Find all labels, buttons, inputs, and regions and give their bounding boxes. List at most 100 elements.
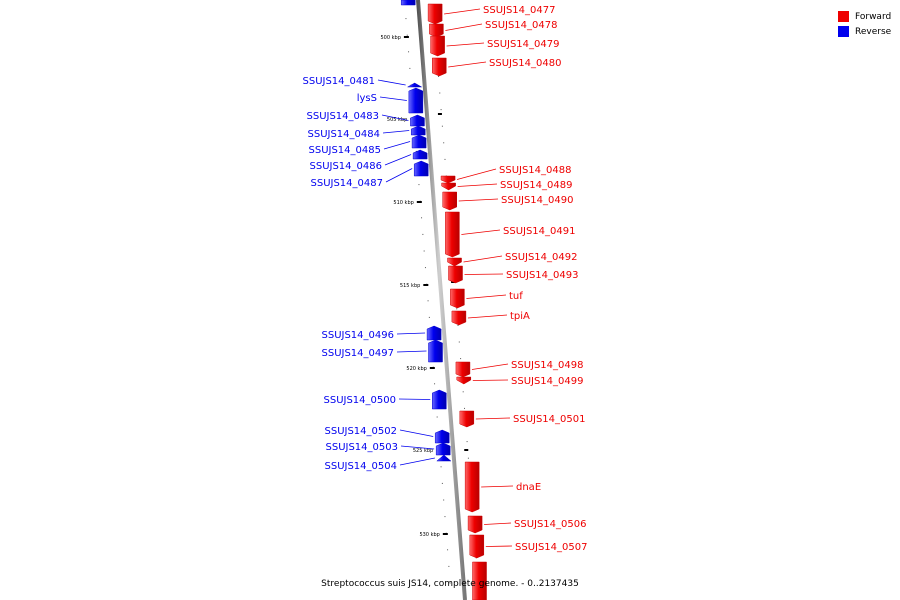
forward-gene-label[interactable]: SSUJS14_0506: [514, 519, 587, 530]
forward-gene-label[interactable]: SSUJS14_0480: [489, 58, 562, 69]
forward-gene-leader: [471, 363, 509, 370]
forward-gene-leader: [456, 168, 497, 180]
forward-gene[interactable]: [456, 376, 472, 385]
reverse-gene-leader: [400, 445, 435, 450]
scale-tick-label: 525 kbp: [413, 448, 433, 454]
forward-gene-leader: [467, 314, 508, 319]
forward-gene-leader: [457, 183, 498, 187]
reverse-gene-label[interactable]: SSUJS14_0496: [322, 330, 395, 341]
forward-gene-label[interactable]: SSUJS14_0499: [511, 376, 584, 387]
reverse-gene[interactable]: [434, 429, 450, 444]
forward-gene[interactable]: [431, 57, 447, 77]
reverse-gene-leader: [396, 332, 426, 335]
reverse-gene-label[interactable]: SSUJS14_0484: [308, 129, 381, 140]
forward-gene-leader: [446, 42, 485, 47]
forward-gene-label[interactable]: tuf: [509, 291, 523, 302]
forward-gene-leader: [481, 485, 514, 488]
reverse-gene[interactable]: [413, 160, 429, 177]
reverse-gene-leader: [399, 429, 434, 437]
forward-gene[interactable]: [441, 182, 456, 191]
reverse-gene[interactable]: [435, 442, 451, 456]
forward-gene-label[interactable]: SSUJS14_0492: [505, 252, 578, 263]
forward-gene[interactable]: [469, 534, 485, 559]
forward-gene-label[interactable]: SSUJS14_0477: [483, 5, 556, 16]
forward-gene-label[interactable]: SSUJS14_0507: [515, 542, 588, 553]
forward-gene[interactable]: [455, 361, 471, 378]
scale-tick: [403, 36, 409, 38]
forward-gene-leader: [461, 229, 501, 235]
forward-gene[interactable]: [440, 175, 456, 184]
reverse-gene-leader: [399, 457, 435, 466]
reverse-gene-label[interactable]: SSUJS14_0481: [303, 76, 376, 87]
reverse-gene[interactable]: [436, 454, 452, 462]
reverse-gene-label[interactable]: SSUJS14_0487: [311, 178, 384, 189]
forward-gene[interactable]: [442, 191, 457, 211]
forward-gene-label[interactable]: tpiA: [510, 311, 530, 322]
forward-gene[interactable]: [450, 288, 465, 309]
forward-gene[interactable]: [472, 561, 487, 600]
genome-backbone: [416, 0, 467, 600]
reverse-gene-label[interactable]: SSUJS14_0500: [324, 395, 397, 406]
genome-caption: Streptococcus suis JS14, complete genome…: [321, 579, 579, 589]
scale-tick-label: 500 kbp: [381, 35, 401, 41]
legend: Forward Reverse: [838, 9, 891, 39]
reverse-gene-label[interactable]: SSUJS14_0497: [322, 348, 395, 359]
reverse-gene[interactable]: [412, 149, 428, 160]
reverse-gene-label[interactable]: SSUJS14_0483: [307, 111, 380, 122]
forward-gene[interactable]: [448, 265, 463, 284]
forward-gene[interactable]: [467, 515, 483, 534]
scale-tick: [423, 284, 429, 286]
reverse-gene[interactable]: [426, 325, 442, 341]
forward-gene-label[interactable]: SSUJS14_0498: [511, 360, 584, 371]
scale-tick-label: 510 kbp: [393, 200, 413, 206]
reverse-gene[interactable]: [411, 134, 427, 149]
forward-gene-leader: [472, 379, 509, 381]
reverse-gene-leader: [377, 79, 406, 86]
reverse-gene-leader: [382, 130, 410, 134]
forward-gene[interactable]: [427, 3, 443, 25]
scale-tick: [442, 533, 448, 535]
reverse-gene[interactable]: [406, 82, 423, 88]
forward-gene[interactable]: [447, 257, 462, 267]
reverse-gene-leader: [398, 398, 431, 400]
reverse-gene[interactable]: [410, 125, 426, 136]
reverse-gene-label[interactable]: SSUJS14_0485: [309, 145, 382, 156]
forward-gene-leader: [444, 8, 481, 15]
forward-gene-label[interactable]: SSUJS14_0491: [503, 226, 576, 237]
reverse-gene[interactable]: [432, 389, 447, 410]
scale-tick-label: 520 kbp: [406, 366, 426, 372]
forward-gene-label[interactable]: SSUJS14_0490: [501, 195, 574, 206]
forward-gene-leader: [458, 198, 499, 202]
forward-gene-label[interactable]: SSUJS14_0479: [487, 39, 560, 50]
reverse-gene[interactable]: [428, 339, 443, 363]
forward-gene-label[interactable]: dnaE: [516, 482, 541, 493]
forward-gene-label[interactable]: SSUJS14_0478: [485, 20, 558, 31]
forward-gene-label[interactable]: SSUJS14_0501: [513, 414, 586, 425]
forward-gene[interactable]: [445, 211, 460, 258]
reverse-gene-label[interactable]: SSUJS14_0503: [326, 442, 399, 453]
legend-item-reverse: Reverse: [838, 24, 891, 39]
legend-label-forward: Forward: [855, 11, 892, 22]
reverse-gene[interactable]: [408, 87, 424, 114]
scale-tick: [429, 367, 435, 369]
reverse-gene-label[interactable]: lysS: [357, 93, 377, 104]
reverse-gene-leader: [383, 141, 411, 150]
forward-gene-label[interactable]: SSUJS14_0489: [500, 180, 573, 191]
reverse-gene[interactable]: [410, 114, 425, 127]
forward-gene[interactable]: [451, 310, 467, 326]
reverse-gene-label[interactable]: SSUJS14_0486: [310, 161, 383, 172]
forward-gene-label[interactable]: SSUJS14_0493: [506, 270, 579, 281]
forward-gene[interactable]: [430, 35, 445, 57]
forward-gene[interactable]: [459, 410, 475, 428]
reverse-gene-label[interactable]: SSUJS14_0504: [325, 461, 398, 472]
legend-item-forward: Forward: [838, 9, 891, 24]
reverse-gene-label[interactable]: SSUJS14_0502: [325, 426, 398, 437]
reverse-gene-leader: [385, 168, 413, 183]
scale-tick-right: [437, 113, 442, 115]
forward-gene-label[interactable]: SSUJS14_0488: [499, 165, 572, 176]
forward-gene[interactable]: [429, 23, 444, 38]
forward-gene[interactable]: [464, 461, 480, 513]
reverse-gene-leader: [379, 96, 407, 101]
reverse-gene[interactable]: [400, 0, 416, 6]
